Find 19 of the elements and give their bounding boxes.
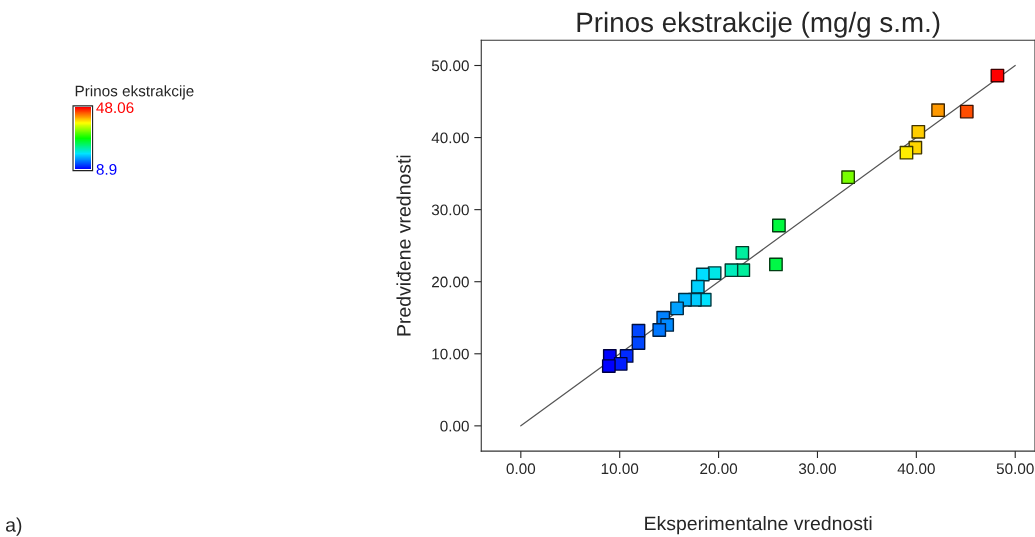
y-tick-label: 40.00 [431,132,469,144]
y-tick-label: 50.00 [431,60,469,72]
color-bar-label: 48.06 [96,102,134,114]
color-bar-title: Prinos ekstrakcije [75,85,194,100]
y-tick-label: 10.00 [432,348,469,360]
y-axis-title: Predviđene vrednosti [396,155,411,336]
x-tick-label: 10.00 [601,463,639,475]
x-axis-title: Eksperimentalne vrednosti [645,516,872,535]
chart-title: Prinos ekstrakcije (mg/g s.m.) [577,11,940,38]
x-tick-label: 20.00 [700,463,738,475]
x-tick-label: 40.00 [897,463,935,475]
y-tick-label: 30.00 [431,204,469,216]
text: a) [6,517,22,536]
x-tick-label: 30.00 [798,463,836,475]
x-tick-label: 50.00 [996,463,1034,475]
y-tick-label: 0.00 [440,420,469,432]
color-bar-label: 8.9 [96,164,117,175]
x-tick-label: 0.00 [506,463,536,475]
y-tick-label: 20.00 [432,276,469,288]
